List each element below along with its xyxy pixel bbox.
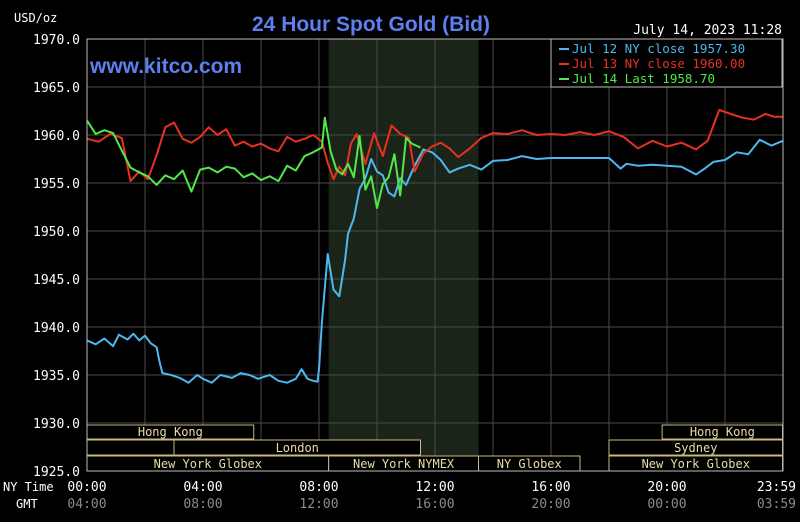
x-tick-label-ny: 23:59: [757, 480, 796, 495]
x-tick-label-ny: 04:00: [183, 480, 222, 495]
market-session-label: Hong Kong: [690, 425, 755, 439]
legend-label: Jul 14 Last 1958.70: [572, 71, 715, 86]
y-tick-label: 1945.0: [33, 273, 80, 288]
market-session-label: Hong Kong: [138, 425, 203, 439]
market-session-gap: [86, 439, 175, 456]
legend-box: [550, 38, 783, 88]
y-tick-label: 1960.0: [33, 129, 80, 144]
chart-timestamp: July 14, 2023 11:28: [633, 23, 782, 38]
y-tick-label: 1925.0: [33, 465, 80, 480]
market-session-label: New York Globex: [642, 457, 750, 471]
x-tick-label-ny: 00:00: [67, 480, 106, 495]
x-tick-label-gmt: 08:00: [183, 497, 222, 512]
legend-label: Jul 13 NY close 1960.00: [572, 56, 745, 71]
y-tick-label: 1935.0: [33, 369, 80, 384]
x-tick-label-gmt: 12:00: [299, 497, 338, 512]
x-tick-label-gmt: 00:00: [647, 497, 686, 512]
x-tick-label-gmt: 04:00: [67, 497, 106, 512]
legend-label: Jul 12 NY close 1957.30: [572, 41, 745, 56]
plot-border: [86, 38, 784, 472]
series-line: [86, 109, 783, 183]
chart-title: 24 Hour Spot Gold (Bid): [252, 13, 490, 36]
x-tick-label-ny: 08:00: [299, 480, 338, 495]
x-row-label-ny: NY Time: [3, 480, 54, 494]
x-tick-label-ny: 12:00: [415, 480, 454, 495]
x-tick-label-gmt: 20:00: [531, 497, 570, 512]
price-lines: [86, 109, 784, 384]
x-axis: NY Time GMT 00:00 04:00 08:00 12:00 16:00 20:…: [3, 480, 796, 512]
website-watermark: www.kitco.com: [89, 55, 242, 78]
y-tick-label: 1965.0: [33, 81, 80, 96]
market-sessions: Hong Kong Hong Kong London Sydney New York G…: [86, 424, 784, 472]
y-axis: 1970.0 1965.0 1960.0 1955.0 1950.0 1945.0 1940…: [33, 33, 80, 480]
y-tick-label: 1970.0: [33, 33, 80, 48]
y-tick-label: 1950.0: [33, 225, 80, 240]
x-tick-label-gmt: 03:59: [757, 497, 796, 512]
market-session-label: New York Globex: [154, 457, 262, 471]
x-tick-label-gmt: 16:00: [415, 497, 454, 512]
market-session-label: Sydney: [674, 441, 717, 455]
x-tick-label-ny: 20:00: [647, 480, 686, 495]
y-tick-label: 1955.0: [33, 177, 80, 192]
series-line: [86, 116, 421, 209]
y-tick-label: 1930.0: [33, 417, 80, 432]
unit-label: USD/oz: [14, 11, 57, 25]
x-row-label-gmt: GMT: [16, 497, 38, 511]
series-line: [86, 138, 784, 384]
x-tick-label-ny: 16:00: [531, 480, 570, 495]
market-session-label: London: [276, 441, 319, 455]
market-session-label: New York NYMEX: [353, 457, 455, 471]
y-tick-label: 1940.0: [33, 321, 80, 336]
market-session-label: NY Globex: [497, 457, 562, 471]
nymex-session-shade: [328, 39, 479, 471]
